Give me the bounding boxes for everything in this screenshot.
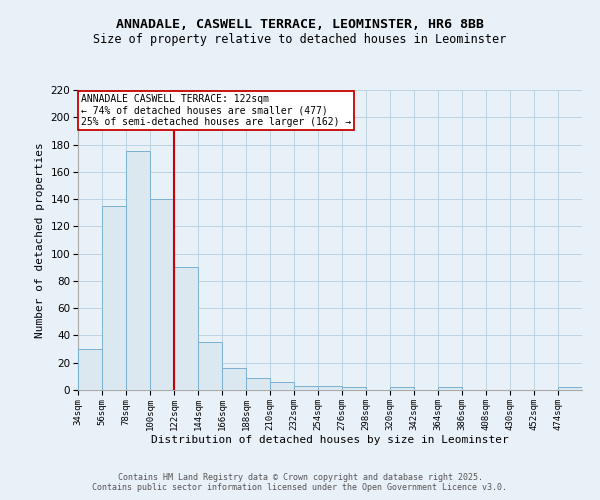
Bar <box>270 382 294 390</box>
Text: ANNADALE, CASWELL TERRACE, LEOMINSTER, HR6 8BB: ANNADALE, CASWELL TERRACE, LEOMINSTER, H… <box>116 18 484 30</box>
Y-axis label: Number of detached properties: Number of detached properties <box>35 142 45 338</box>
Bar <box>558 388 582 390</box>
Bar <box>318 386 342 390</box>
Text: ANNADALE CASWELL TERRACE: 122sqm
← 74% of detached houses are smaller (477)
25% : ANNADALE CASWELL TERRACE: 122sqm ← 74% o… <box>81 94 352 128</box>
Bar <box>102 206 126 390</box>
Bar <box>222 368 246 390</box>
Bar <box>390 388 414 390</box>
X-axis label: Distribution of detached houses by size in Leominster: Distribution of detached houses by size … <box>151 436 509 446</box>
Bar <box>174 268 198 390</box>
Bar <box>198 342 222 390</box>
Bar <box>294 386 318 390</box>
Bar <box>246 378 270 390</box>
Bar <box>438 388 462 390</box>
Bar <box>150 199 174 390</box>
Bar <box>126 152 150 390</box>
Text: Size of property relative to detached houses in Leominster: Size of property relative to detached ho… <box>94 32 506 46</box>
Text: Contains HM Land Registry data © Crown copyright and database right 2025.
Contai: Contains HM Land Registry data © Crown c… <box>92 473 508 492</box>
Bar <box>342 388 366 390</box>
Bar <box>78 349 102 390</box>
